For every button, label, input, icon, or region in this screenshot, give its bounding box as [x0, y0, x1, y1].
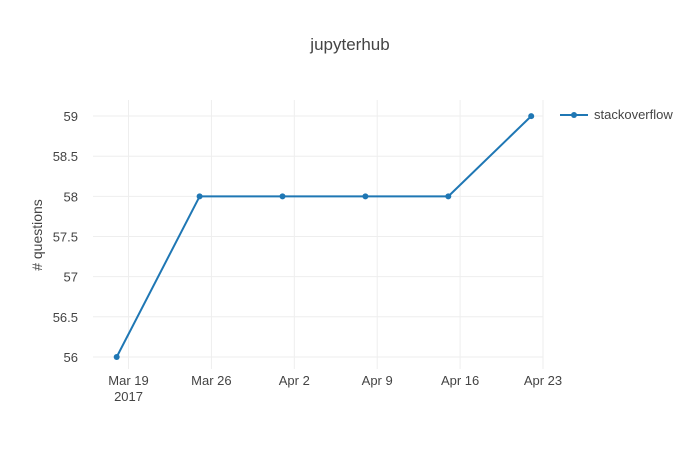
data-point[interactable] — [196, 193, 203, 200]
x-tick-sublabel: 2017 — [114, 389, 143, 404]
grid-layer — [93, 100, 544, 369]
y-tick-label: 59 — [64, 109, 78, 124]
series-line-stackoverflow — [115, 115, 532, 358]
x-tick-label: Apr 23 — [524, 373, 562, 388]
x-tick-label: Mar 26 — [191, 373, 231, 388]
y-tick-label: 57.5 — [53, 230, 78, 245]
x-tick-label: Apr 9 — [362, 373, 393, 388]
y-axis-title: # questions — [29, 199, 45, 271]
y-tick-label: 58 — [64, 189, 78, 204]
y-tick-label: 58.5 — [53, 149, 78, 164]
data-point[interactable] — [528, 113, 535, 120]
legend-marker-swatch — [571, 112, 577, 118]
data-point[interactable] — [279, 193, 286, 200]
series-layer — [113, 113, 535, 360]
y-tick-label: 56 — [64, 350, 78, 365]
legend[interactable]: stackoverflow — [560, 107, 673, 122]
data-point[interactable] — [113, 354, 120, 360]
x-tick-label: Apr 16 — [441, 373, 479, 388]
x-tick-label: Mar 19 — [108, 373, 148, 388]
x-tick-label: Apr 2 — [279, 373, 310, 388]
legend-label: stackoverflow — [594, 107, 673, 122]
y-tick-labels: 56 56.5 57 57.5 58 58.5 59 — [53, 109, 78, 365]
y-tick-label: 56.5 — [53, 310, 78, 325]
chart-title: jupyterhub — [309, 35, 389, 54]
data-point[interactable] — [445, 193, 452, 200]
y-tick-label: 57 — [64, 270, 78, 285]
data-point[interactable] — [362, 193, 369, 200]
